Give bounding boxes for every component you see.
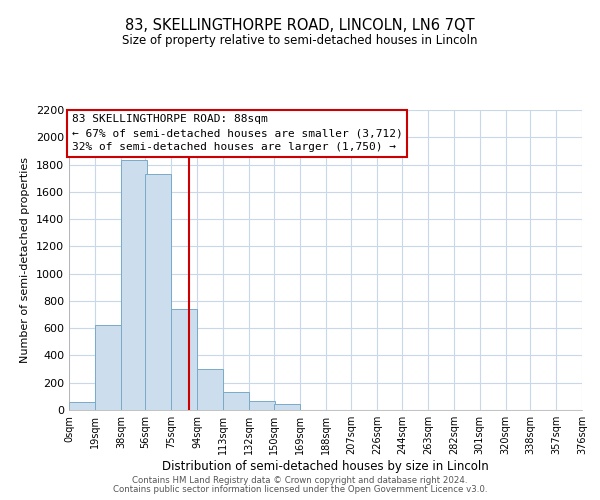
Text: Contains HM Land Registry data © Crown copyright and database right 2024.: Contains HM Land Registry data © Crown c… — [132, 476, 468, 485]
Bar — [223, 392, 249, 410]
Bar — [197, 369, 223, 410]
Text: Size of property relative to semi-detached houses in Lincoln: Size of property relative to semi-detach… — [122, 34, 478, 47]
Text: 83, SKELLINGTHORPE ROAD, LINCOLN, LN6 7QT: 83, SKELLINGTHORPE ROAD, LINCOLN, LN6 7Q… — [125, 18, 475, 32]
Y-axis label: Number of semi-detached properties: Number of semi-detached properties — [20, 157, 31, 363]
Bar — [249, 401, 275, 410]
X-axis label: Distribution of semi-detached houses by size in Lincoln: Distribution of semi-detached houses by … — [162, 460, 489, 473]
Bar — [69, 402, 95, 410]
Bar — [274, 404, 299, 410]
Bar — [95, 325, 121, 410]
Text: Contains public sector information licensed under the Open Government Licence v3: Contains public sector information licen… — [113, 485, 487, 494]
Bar — [145, 174, 172, 410]
Bar — [172, 309, 197, 410]
Text: 83 SKELLINGTHORPE ROAD: 88sqm
← 67% of semi-detached houses are smaller (3,712)
: 83 SKELLINGTHORPE ROAD: 88sqm ← 67% of s… — [72, 114, 403, 152]
Bar — [121, 160, 147, 410]
